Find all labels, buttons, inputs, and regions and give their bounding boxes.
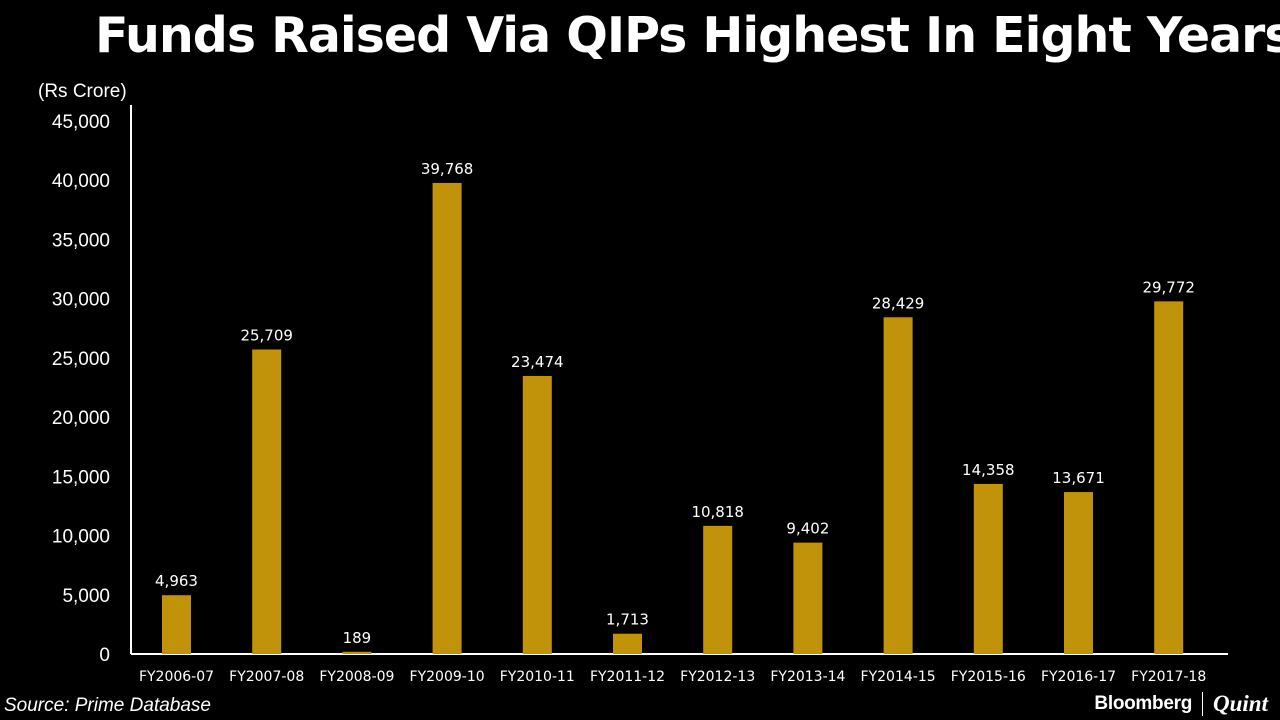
- bar: [793, 542, 823, 654]
- x-tick-label: FY2013-14: [770, 669, 845, 685]
- y-tick-label: 25,000: [52, 349, 110, 370]
- y-tick-label: 5,000: [62, 586, 110, 607]
- x-tick-label: FY2008-09: [319, 669, 394, 685]
- x-tick-label: FY2016-17: [1041, 669, 1116, 685]
- data-label: 13,671: [1052, 469, 1105, 487]
- bar: [883, 317, 913, 654]
- bar: [252, 349, 282, 654]
- y-tick-label: 0: [99, 645, 110, 666]
- bar: [522, 375, 552, 654]
- data-label: 189: [343, 629, 372, 647]
- x-tick-label: FY2015-16: [951, 669, 1026, 685]
- data-label: 1,713: [606, 611, 649, 629]
- x-tick-label: FY2007-08: [229, 669, 304, 685]
- brand-logo: Bloomberg Quint: [1094, 690, 1268, 718]
- chart-title: Funds Raised Via QIPs Highest In Eight Y…: [95, 7, 1280, 64]
- brand-bloomberg-wordmark: Bloomberg: [1094, 693, 1193, 714]
- bar: [432, 182, 462, 654]
- data-label: 14,358: [962, 461, 1015, 479]
- bar: [703, 525, 733, 654]
- x-tick-label: FY2010-11: [500, 669, 575, 685]
- y-axis-unit-label: (Rs Crore): [38, 81, 127, 102]
- x-tick-label: FY2006-07: [139, 669, 214, 685]
- bar: [342, 651, 372, 654]
- source-note: Source: Prime Database: [4, 695, 211, 716]
- data-label: 23,474: [511, 353, 564, 371]
- bar-chart: 0 5,000 10,000 15,000 20,000 25,000 30,000 35,0…: [52, 105, 1228, 685]
- bar: [1064, 492, 1093, 654]
- x-tick-label: FY2017-18: [1131, 669, 1206, 685]
- brand-quint-wordmark: Quint: [1213, 691, 1268, 716]
- bar: [1154, 301, 1184, 654]
- data-label: 4,963: [155, 572, 198, 590]
- bar: [973, 483, 1003, 654]
- x-tick-label: FY2011-12: [590, 669, 665, 685]
- y-tick-label: 20,000: [52, 408, 110, 429]
- y-tick-label: 15,000: [52, 467, 110, 488]
- y-tick-label: 40,000: [52, 171, 110, 192]
- x-tick-label: FY2014-15: [861, 669, 936, 685]
- y-tick-label: 30,000: [52, 290, 110, 311]
- brand-divider: [1202, 692, 1204, 716]
- y-tick-label: 10,000: [52, 527, 110, 548]
- data-label: 9,402: [786, 520, 829, 538]
- data-label: 29,772: [1142, 278, 1195, 296]
- y-tick-label: 45,000: [52, 112, 110, 133]
- data-label: 25,709: [240, 326, 293, 344]
- bar: [613, 633, 642, 654]
- data-label: 10,818: [691, 503, 744, 521]
- data-label: 28,429: [872, 294, 925, 312]
- data-label: 39,768: [421, 160, 474, 178]
- x-tick-label: FY2009-10: [410, 669, 485, 685]
- x-tick-label: FY2012-13: [680, 669, 755, 685]
- y-tick-label: 35,000: [52, 230, 110, 251]
- bar: [162, 595, 191, 654]
